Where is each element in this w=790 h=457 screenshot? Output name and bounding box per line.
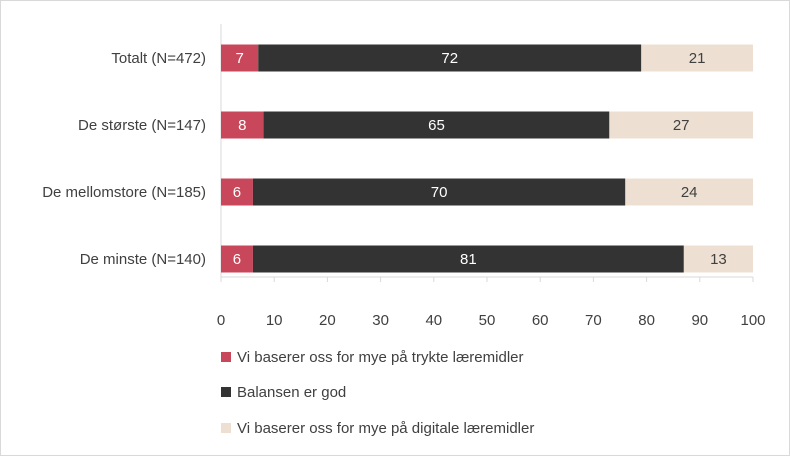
x-tick-label: 50	[479, 312, 496, 329]
data-label: 6	[233, 251, 241, 268]
bar-segment	[221, 44, 259, 72]
bar-segment	[252, 245, 684, 273]
bar-segment	[641, 44, 753, 72]
category-label: Totalt (N=472)	[111, 50, 206, 67]
bar-segment	[221, 245, 253, 273]
legend-swatch	[221, 352, 231, 362]
x-tick-label: 0	[217, 312, 225, 329]
data-label: 81	[460, 251, 477, 268]
x-tick-label: 20	[319, 312, 336, 329]
x-tick-label: 10	[266, 312, 283, 329]
x-tick-label: 30	[372, 312, 389, 329]
data-label: 72	[441, 50, 458, 67]
data-label: 21	[689, 50, 706, 67]
bar-segment	[252, 178, 626, 206]
bar-segment	[221, 111, 264, 139]
category-label: De minste (N=140)	[80, 251, 206, 268]
x-tick-label: 90	[691, 312, 708, 329]
data-label: 7	[235, 50, 243, 67]
data-label: 6	[233, 184, 241, 201]
data-label: 24	[681, 184, 698, 201]
bar-segment	[263, 111, 610, 139]
data-label: 65	[428, 117, 445, 134]
legend-label: Vi baserer oss for mye på digitale lærem…	[237, 420, 534, 437]
bar-segment	[221, 178, 253, 206]
x-tick-label: 40	[425, 312, 442, 329]
x-tick-label: 70	[585, 312, 602, 329]
data-label: 27	[673, 117, 690, 134]
category-label: De mellomstore (N=185)	[42, 184, 206, 201]
legend-label: Balansen er god	[237, 384, 346, 401]
bar-segment	[625, 178, 753, 206]
x-tick-label: 100	[740, 312, 765, 329]
data-label: 70	[431, 184, 448, 201]
x-tick-label: 60	[532, 312, 549, 329]
data-label: 8	[238, 117, 246, 134]
bar-segment	[683, 245, 753, 273]
bar-segment	[258, 44, 642, 72]
legend-label: Vi baserer oss for mye på trykte læremid…	[237, 349, 524, 366]
bar-segment	[609, 111, 753, 139]
data-label: 13	[710, 251, 727, 268]
legend-swatch	[221, 387, 231, 397]
legend-swatch	[221, 423, 231, 433]
category-label: De største (N=147)	[78, 117, 206, 134]
x-tick-label: 80	[638, 312, 655, 329]
